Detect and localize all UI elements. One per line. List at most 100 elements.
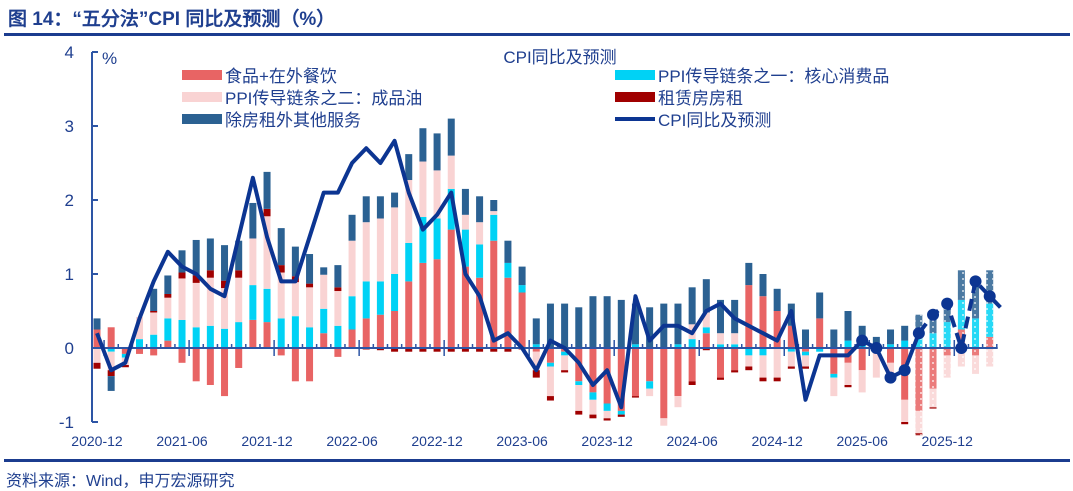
forecast-pattern bbox=[915, 336, 923, 348]
bar-segment-core_goods bbox=[476, 244, 484, 278]
bar-segment-food bbox=[178, 348, 186, 363]
bar-segment-services bbox=[320, 267, 328, 275]
bar-segment-food bbox=[320, 333, 328, 348]
forecast-pattern bbox=[972, 318, 980, 348]
forecast-pattern bbox=[972, 281, 980, 319]
bar-segment-oil bbox=[872, 351, 880, 378]
bar-segment-food bbox=[121, 348, 129, 354]
bar-segment-core_goods bbox=[433, 218, 441, 260]
bar-segment-rent bbox=[221, 280, 229, 289]
bar-segment-services bbox=[646, 307, 654, 348]
x-tick-label: 2022-06 bbox=[326, 433, 378, 449]
bar-segment-food bbox=[816, 318, 824, 348]
bar-segment-food bbox=[546, 348, 554, 363]
bar-segment-food bbox=[617, 348, 625, 411]
bar-segment-core_goods bbox=[745, 348, 753, 356]
bar-segment-food bbox=[405, 281, 413, 348]
bar-segment-rent bbox=[773, 377, 781, 382]
bar-segment-oil bbox=[702, 312, 710, 328]
bar-segment-oil bbox=[405, 180, 413, 243]
bar-segment-services bbox=[221, 245, 229, 281]
bar-segment-core_goods bbox=[235, 322, 243, 348]
cpi-point-marker bbox=[884, 371, 897, 384]
bar-segment-rent bbox=[178, 272, 186, 279]
bar-segment-food bbox=[532, 348, 540, 352]
bar-segment-rent bbox=[844, 385, 852, 388]
bar-segment-oil bbox=[391, 207, 399, 274]
bar-segment-core_goods bbox=[816, 348, 824, 352]
bar-segment-services bbox=[277, 228, 285, 266]
bar-segment-oil bbox=[674, 396, 682, 408]
bar-segment-food bbox=[716, 348, 724, 378]
bar-segment-rent bbox=[206, 270, 214, 278]
forecast-pattern bbox=[986, 336, 994, 348]
bar-segment-food bbox=[419, 262, 427, 348]
bar-segment-services bbox=[688, 287, 696, 325]
bar-segment-food bbox=[277, 348, 285, 356]
bar-segment-core_goods bbox=[405, 242, 413, 282]
legend-swatch-food bbox=[182, 70, 222, 80]
bar-segment-core_goods bbox=[575, 381, 583, 385]
bar-segment-services bbox=[348, 214, 356, 241]
bar-segment-services bbox=[206, 238, 214, 271]
bar-segment-core_goods bbox=[277, 318, 285, 348]
cpi-line-actual bbox=[95, 138, 906, 410]
bar-segment-services bbox=[447, 118, 455, 156]
bar-segment-core_goods bbox=[646, 381, 654, 389]
bar-segment-oil bbox=[136, 316, 144, 340]
legend-swatch-oil bbox=[182, 92, 222, 102]
forecast-pattern bbox=[915, 348, 923, 411]
bar-segment-core_goods bbox=[121, 353, 129, 358]
bar-segment-core_goods bbox=[206, 325, 214, 348]
bar-segment-oil bbox=[546, 366, 554, 397]
bars bbox=[93, 118, 994, 436]
forecast-pattern bbox=[972, 348, 980, 356]
legend-swatch-services bbox=[182, 114, 222, 124]
bar-segment-core_goods bbox=[164, 318, 172, 341]
bar-segment-services bbox=[716, 299, 724, 334]
bar-segment-oil bbox=[745, 355, 753, 367]
bar-segment-services bbox=[93, 318, 101, 330]
bar-segment-services bbox=[334, 265, 342, 288]
forecast-pattern bbox=[943, 299, 951, 323]
cpi-point-marker bbox=[927, 308, 940, 321]
bar-segment-services bbox=[561, 303, 569, 348]
bar-segment-food bbox=[391, 311, 399, 348]
x-axis: 2020-12 2021-06 2021-12 2022-06 2022-12 2023-… bbox=[71, 340, 998, 449]
bar-segment-rent bbox=[476, 348, 484, 352]
bar-segment-rent bbox=[376, 348, 384, 351]
bar-segment-core_goods bbox=[844, 340, 852, 348]
bar-segment-oil bbox=[759, 355, 767, 378]
bar-segment-services bbox=[901, 325, 909, 341]
forecast-pattern bbox=[943, 322, 951, 348]
bar-segment-services bbox=[844, 311, 852, 341]
bar-segment-rent bbox=[490, 348, 498, 352]
bar-segment-services bbox=[249, 202, 257, 239]
bar-segment-services bbox=[476, 196, 484, 223]
bar-segment-oil bbox=[490, 211, 498, 215]
bar-segment-food bbox=[221, 348, 229, 397]
bar-segment-rent bbox=[107, 370, 115, 377]
forecast-pattern bbox=[957, 299, 965, 330]
bar-segment-rent bbox=[334, 287, 342, 292]
bar-segment-rent bbox=[391, 348, 399, 352]
bar-segment-rent bbox=[802, 366, 809, 369]
bar-segment-oil bbox=[476, 222, 484, 245]
bar-segment-food bbox=[858, 348, 866, 371]
y-tick-label: 2 bbox=[65, 191, 74, 210]
cpi-point-marker bbox=[969, 275, 982, 288]
y-axis: -1 0 1 2 3 4 bbox=[59, 43, 98, 432]
bar-segment-oil bbox=[249, 238, 257, 286]
cpi-line bbox=[95, 138, 1006, 410]
bar-segment-core_goods bbox=[291, 316, 299, 348]
bar-segment-core_goods bbox=[631, 344, 639, 348]
legend-label: PPI传导链条之二：成品油 bbox=[225, 89, 422, 108]
bar-segment-food bbox=[136, 348, 144, 354]
bar-segment-core_goods bbox=[561, 351, 569, 356]
bar-segment-rent bbox=[121, 365, 129, 368]
bar-segment-oil bbox=[362, 222, 370, 282]
bar-segment-core_goods bbox=[376, 281, 384, 315]
y-tick-label: 0 bbox=[65, 339, 74, 358]
bar-segment-food bbox=[433, 259, 441, 348]
